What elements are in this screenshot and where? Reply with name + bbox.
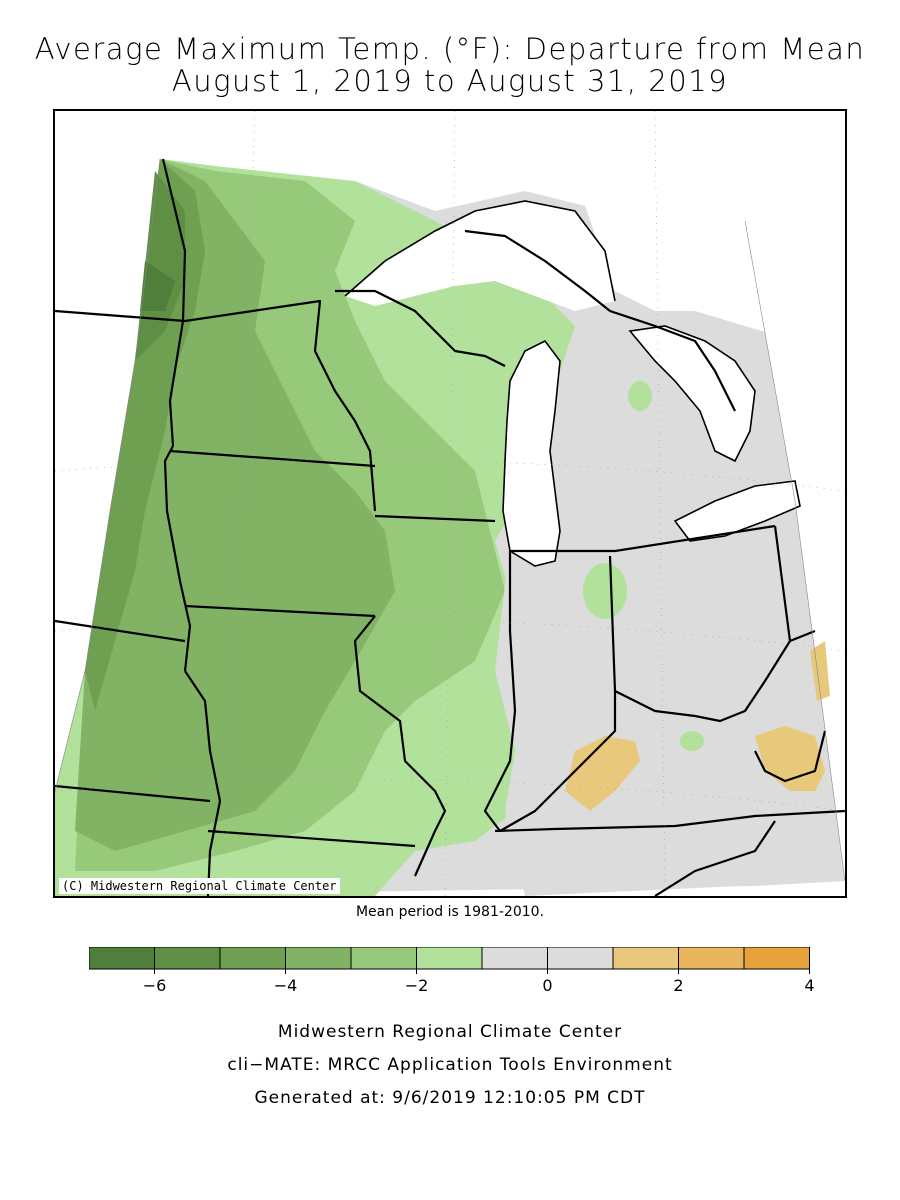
map-date-range: August 1, 2019 to August 31, 2019 <box>171 64 729 98</box>
border-ne-ia <box>184 670 222 896</box>
border-tn-south <box>654 820 776 896</box>
lake-michigan <box>503 341 560 566</box>
border-il-in <box>483 551 517 832</box>
border-ks-ok <box>207 829 416 848</box>
legend-tick-label: 4 <box>804 976 814 995</box>
border-mi-up <box>464 229 611 312</box>
map-title: Average Maximum Temp. (°F): Departure fr… <box>34 32 866 66</box>
border-wi-il <box>374 514 496 523</box>
lake-erie <box>675 481 800 541</box>
border-ky-tn <box>494 809 845 833</box>
border-va-ky <box>754 730 827 783</box>
legend-bin <box>743 947 810 970</box>
legend-bin <box>612 947 679 970</box>
border-sd-ne <box>55 619 186 643</box>
mean-period-note: Mean period is 1981-2010. <box>355 904 545 920</box>
border-nd-sd <box>55 309 186 323</box>
border-in-mi <box>510 524 776 553</box>
green-patch-michigan <box>628 381 652 411</box>
border-mi-on <box>609 309 736 412</box>
legend-tick-label: −4 <box>274 976 298 995</box>
border-oh-pa <box>773 525 792 642</box>
green-darker-zone <box>135 171 185 361</box>
legend-bin <box>547 947 614 970</box>
legend-bin <box>219 947 286 970</box>
legend-tick-label: −2 <box>405 976 429 995</box>
legend-tick-label: 2 <box>673 976 683 995</box>
legend-tick-label: 0 <box>542 976 552 995</box>
departure-map <box>55 111 845 896</box>
border-sd-mn <box>163 445 192 672</box>
warm-patch-kentucky <box>565 736 640 811</box>
footer-tool-name: cli−MATE: MRCC Application Tools Environ… <box>227 1055 673 1075</box>
legend-bin <box>89 947 155 970</box>
border-mn-wi <box>184 299 377 512</box>
legend-bin <box>350 947 417 970</box>
border-in-oh <box>608 555 617 692</box>
border-mo-il <box>353 615 447 877</box>
color-legend: −6 −4 −2 0 2 4 <box>89 947 815 995</box>
legend-bin <box>154 947 221 970</box>
border-ne-ks <box>55 784 211 803</box>
lake-huron <box>630 326 755 461</box>
legend-bin <box>285 947 352 970</box>
border-mn-ia <box>169 449 376 468</box>
legend-tick-label: −6 <box>143 976 167 995</box>
border-ia-mo <box>184 604 376 618</box>
lake-superior <box>345 201 615 311</box>
border-ky-in <box>499 691 617 832</box>
footer-organization: Midwestern Regional Climate Center <box>277 1022 623 1042</box>
map-frame: (C) Midwestern Regional Climate Center <box>53 109 847 898</box>
footer-generated-time: Generated at: 9/6/2019 12:10:05 PM CDT <box>254 1088 646 1108</box>
border-ky-oh <box>614 640 791 723</box>
legend-bin <box>481 947 548 970</box>
border-oh-wv <box>789 629 816 643</box>
green-darkest-zone <box>140 261 175 311</box>
border-wi-mi <box>335 289 506 367</box>
legend-bin <box>678 947 745 970</box>
legend-bin <box>416 947 483 970</box>
canada-north-area <box>215 111 845 411</box>
warm-patch-east-edge <box>810 641 830 701</box>
green-patch-indiana <box>583 563 627 619</box>
copyright-label: (C) Midwestern Regional Climate Center <box>59 878 340 894</box>
green-patch-kentucky <box>680 731 704 751</box>
